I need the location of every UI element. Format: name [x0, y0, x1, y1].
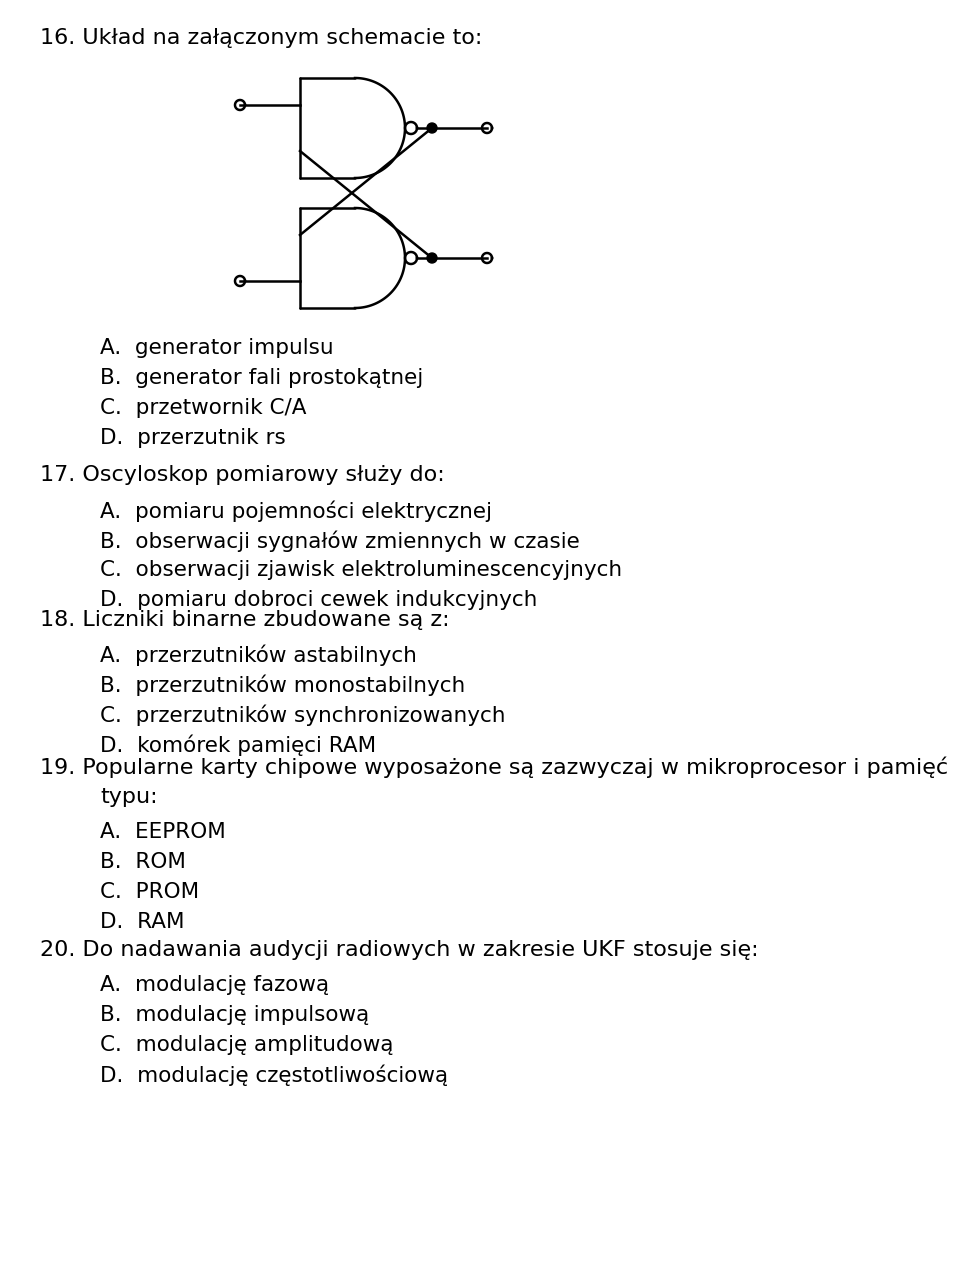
Text: B.  modulację impulsową: B. modulację impulsową: [100, 1005, 370, 1025]
Text: D.  RAM: D. RAM: [100, 912, 184, 933]
Text: 19. Popularne karty chipowe wyposażone są zazwyczaj w mikroprocesor i pamięć: 19. Popularne karty chipowe wyposażone s…: [40, 757, 948, 779]
Text: D.  komórek pamięci RAM: D. komórek pamięci RAM: [100, 734, 376, 756]
Text: C.  obserwacji zjawisk elektroluminescencyjnych: C. obserwacji zjawisk elektroluminescenc…: [100, 560, 622, 581]
Text: A.  EEPROM: A. EEPROM: [100, 822, 226, 842]
Text: 17. Oscyloskop pomiarowy służy do:: 17. Oscyloskop pomiarowy służy do:: [40, 464, 444, 485]
Text: 20. Do nadawania audycji radiowych w zakresie UKF stosuje się:: 20. Do nadawania audycji radiowych w zak…: [40, 940, 758, 960]
Circle shape: [427, 252, 437, 262]
Text: D.  pomiaru dobroci cewek indukcyjnych: D. pomiaru dobroci cewek indukcyjnych: [100, 591, 538, 610]
Circle shape: [427, 122, 437, 133]
Text: B.  obserwacji sygnałów zmiennych w czasie: B. obserwacji sygnałów zmiennych w czasi…: [100, 530, 580, 551]
Text: C.  modulację amplitudową: C. modulację amplitudową: [100, 1035, 394, 1055]
Text: 16. Układ na załączonym schemacie to:: 16. Układ na załączonym schemacie to:: [40, 28, 482, 48]
Text: typu:: typu:: [100, 787, 157, 806]
Text: C.  przetwornik C/A: C. przetwornik C/A: [100, 398, 306, 418]
Text: D.  modulację częstotliwościową: D. modulację częstotliwościową: [100, 1065, 448, 1087]
Text: B.  przerzutników monostabilnych: B. przerzutników monostabilnych: [100, 675, 466, 697]
Text: D.  przerzutnik rs: D. przerzutnik rs: [100, 428, 286, 448]
Text: C.  PROM: C. PROM: [100, 882, 199, 902]
Text: A.  generator impulsu: A. generator impulsu: [100, 338, 334, 358]
Text: A.  modulację fazową: A. modulację fazową: [100, 976, 329, 994]
Text: B.  ROM: B. ROM: [100, 852, 186, 872]
Text: B.  generator fali prostokątnej: B. generator fali prostokątnej: [100, 369, 423, 387]
Text: 18. Liczniki binarne zbudowane są z:: 18. Liczniki binarne zbudowane są z:: [40, 610, 449, 630]
Text: A.  pomiaru pojemności elektrycznej: A. pomiaru pojemności elektrycznej: [100, 500, 492, 521]
Text: C.  przerzutników synchronizowanych: C. przerzutników synchronizowanych: [100, 705, 506, 727]
Text: A.  przerzutników astabilnych: A. przerzutników astabilnych: [100, 645, 417, 666]
